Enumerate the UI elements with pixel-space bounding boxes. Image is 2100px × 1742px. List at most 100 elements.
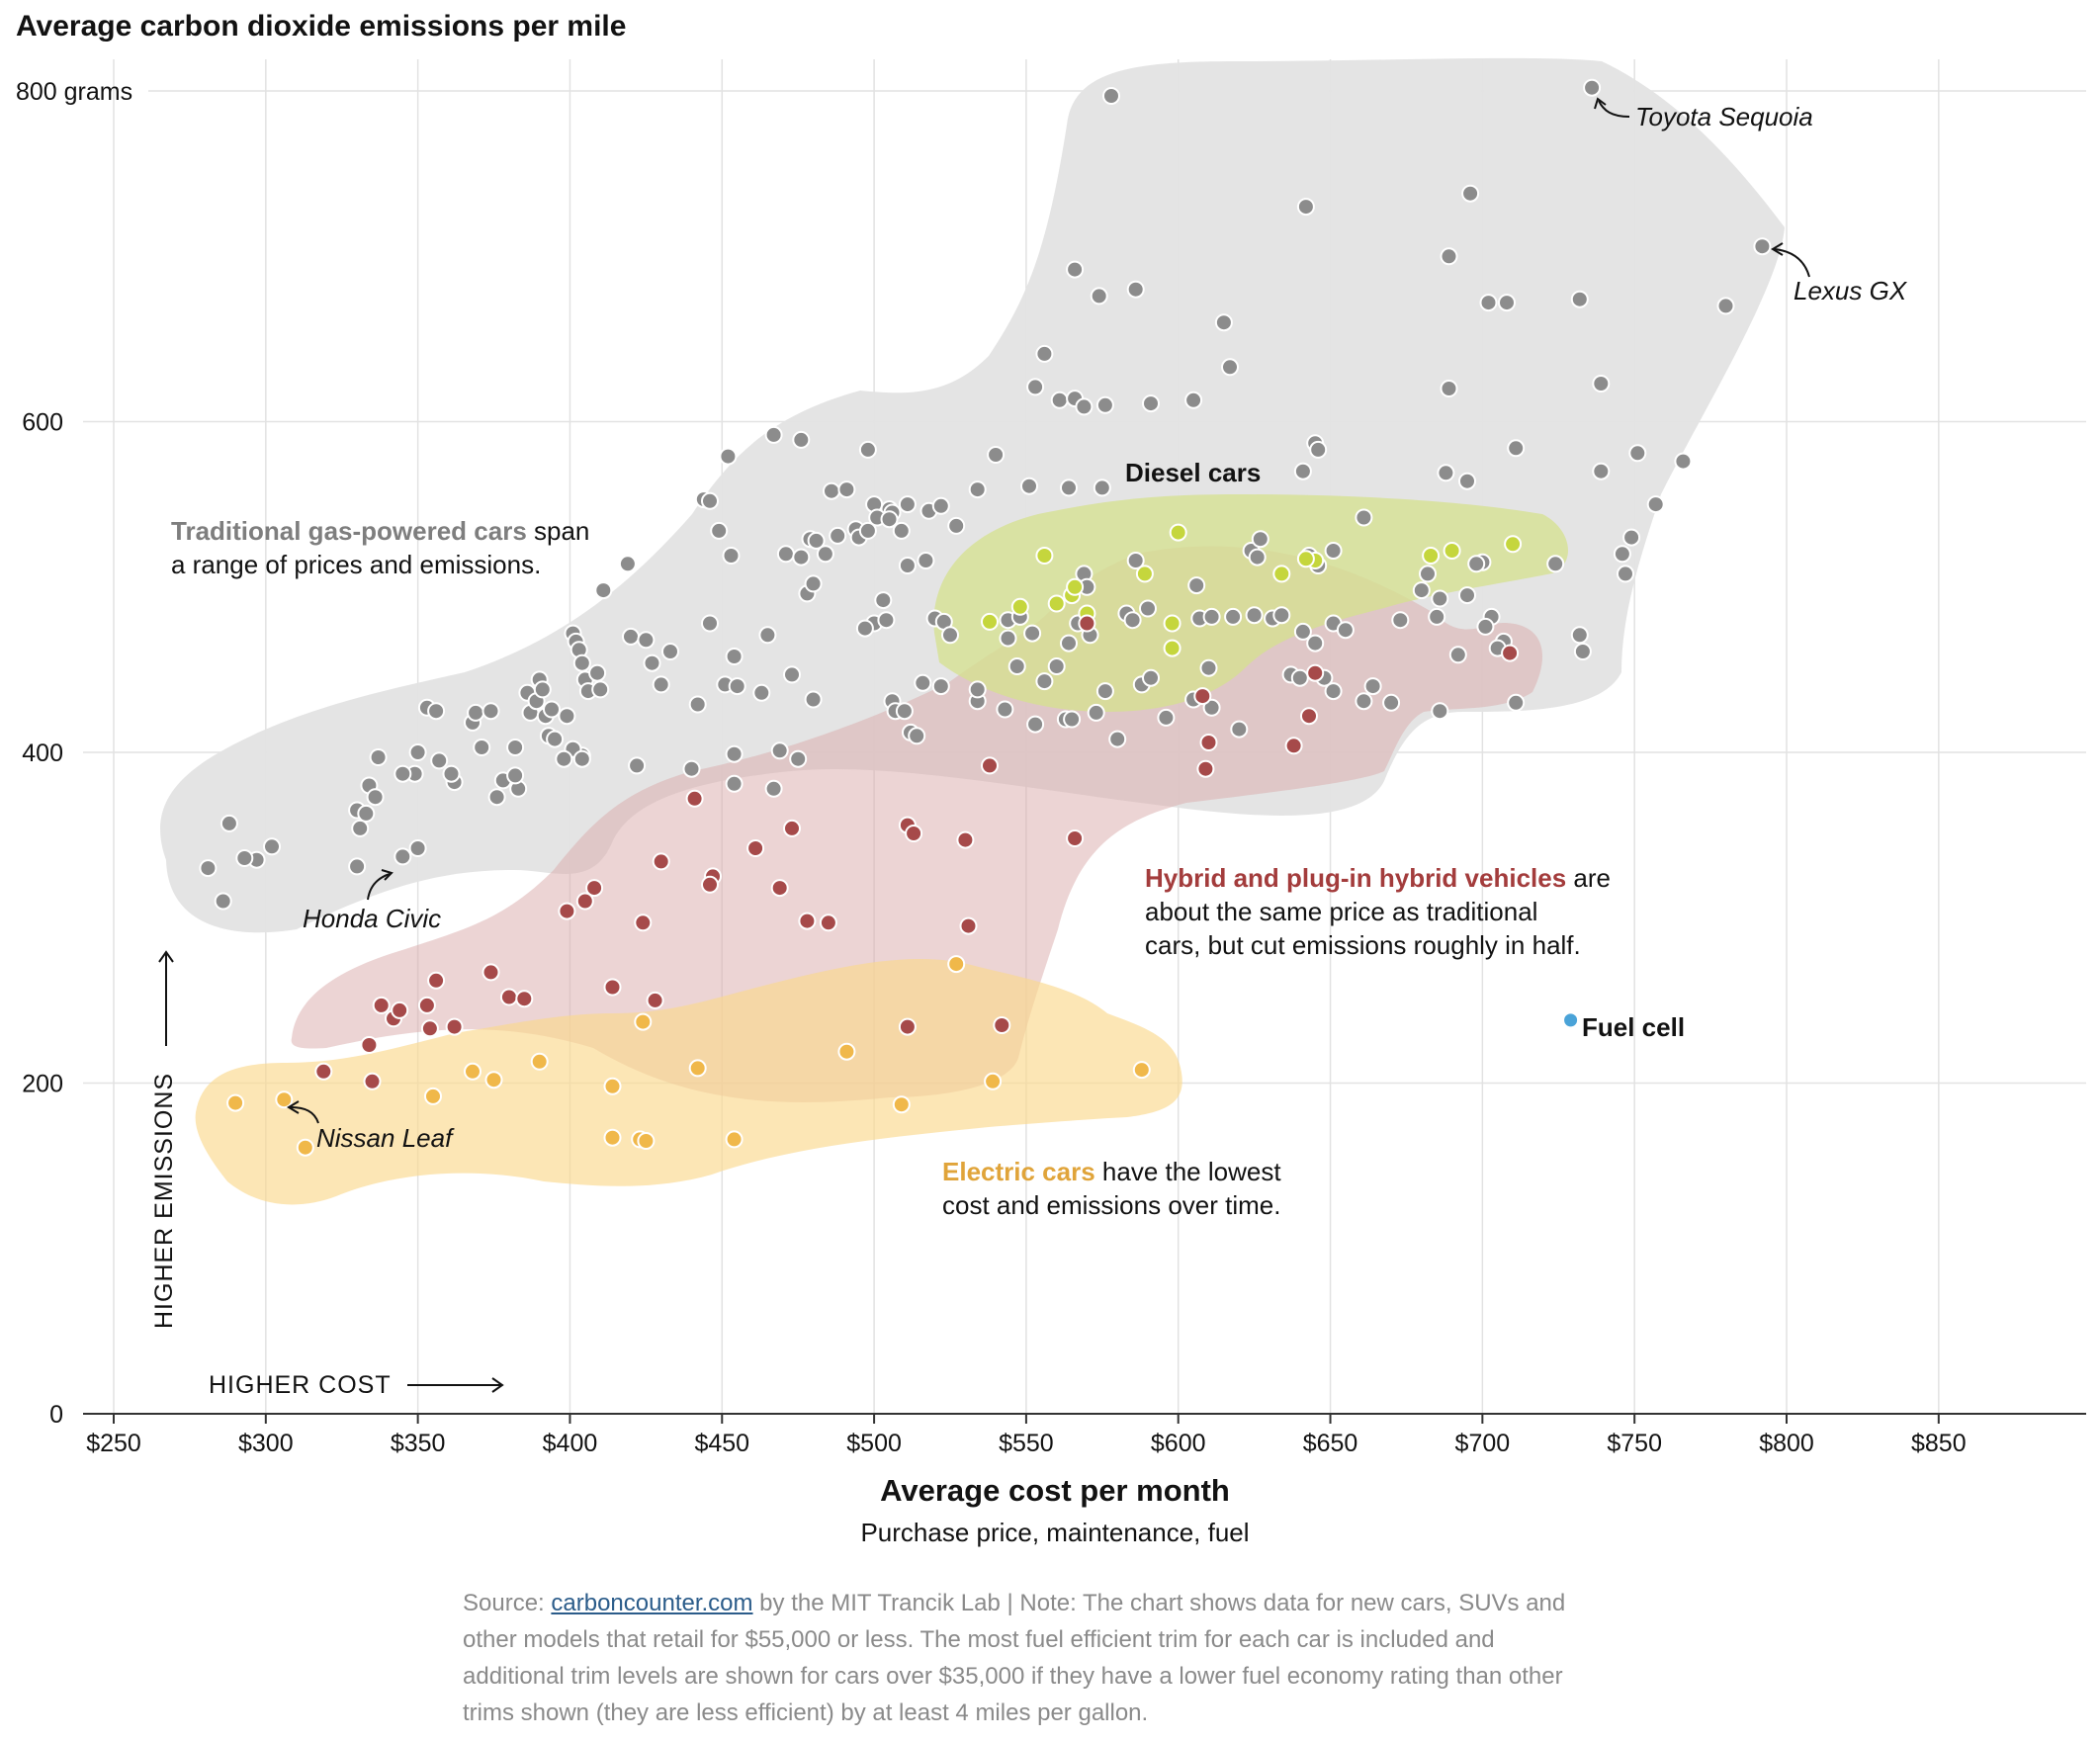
point-hybrid-and-plug-in-hybrid-vehicles-15[interactable] <box>746 839 765 857</box>
point-traditional-gas-powered-cars-16[interactable] <box>1026 378 1045 396</box>
point-diesel-cars-3[interactable] <box>1422 547 1441 565</box>
point-traditional-gas-powered-cars-217[interactable] <box>506 766 525 785</box>
point-diesel-cars-1[interactable] <box>1504 535 1523 554</box>
point-traditional-gas-powered-cars-5[interactable] <box>1440 247 1458 266</box>
point-traditional-gas-powered-cars-225[interactable] <box>369 748 388 766</box>
point-electric-cars-11[interactable] <box>275 1090 294 1109</box>
point-traditional-gas-powered-cars-232[interactable] <box>427 702 446 721</box>
point-hybrid-and-plug-in-hybrid-vehicles-20[interactable] <box>770 879 789 898</box>
point-traditional-gas-powered-cars-68[interactable] <box>722 547 741 565</box>
point-hybrid-and-plug-in-hybrid-vehicles-33[interactable] <box>445 1017 464 1036</box>
point-traditional-gas-powered-cars-127[interactable] <box>1617 565 1634 583</box>
point-traditional-gas-powered-cars-100[interactable] <box>1202 607 1221 626</box>
point-hybrid-and-plug-in-hybrid-vehicles-4[interactable] <box>1300 707 1318 726</box>
point-traditional-gas-powered-cars-70[interactable] <box>594 581 613 600</box>
point-hybrid-and-plug-in-hybrid-vehicles-8[interactable] <box>981 756 999 775</box>
point-hybrid-and-plug-in-hybrid-vehicles-2[interactable] <box>1306 663 1325 682</box>
point-traditional-gas-powered-cars-148[interactable] <box>752 683 771 702</box>
point-traditional-gas-powered-cars-240[interactable] <box>199 859 218 878</box>
point-hybrid-and-plug-in-hybrid-vehicles-36[interactable] <box>515 990 534 1008</box>
point-traditional-gas-powered-cars-133[interactable] <box>725 648 744 665</box>
point-traditional-gas-powered-cars-171[interactable] <box>1157 708 1176 727</box>
point-traditional-gas-powered-cars-229[interactable] <box>357 804 376 823</box>
point-traditional-gas-powered-cars-124[interactable] <box>1428 607 1446 626</box>
point-hybrid-and-plug-in-hybrid-vehicles-43[interactable] <box>314 1062 333 1081</box>
point-traditional-gas-powered-cars-236[interactable] <box>263 837 281 856</box>
point-electric-cars-17[interactable] <box>637 1132 656 1150</box>
point-traditional-gas-powered-cars-24[interactable] <box>1592 375 1611 392</box>
point-diesel-cars-7[interactable] <box>1135 565 1154 583</box>
point-electric-cars-1[interactable] <box>634 1012 653 1031</box>
point-traditional-gas-powered-cars-114[interactable] <box>1355 508 1373 527</box>
point-traditional-gas-powered-cars-96[interactable] <box>1126 552 1145 569</box>
point-traditional-gas-powered-cars-27[interactable] <box>719 447 738 466</box>
point-traditional-gas-powered-cars-172[interactable] <box>1199 658 1218 677</box>
point-traditional-gas-powered-cars-170[interactable] <box>1142 668 1160 687</box>
point-traditional-gas-powered-cars-26[interactable] <box>792 430 811 449</box>
point-traditional-gas-powered-cars-113[interactable] <box>1336 621 1355 640</box>
point-traditional-gas-powered-cars-14[interactable] <box>1221 358 1239 377</box>
point-traditional-gas-powered-cars-64[interactable] <box>792 548 811 566</box>
point-electric-cars-18[interactable] <box>296 1138 314 1157</box>
point-hybrid-and-plug-in-hybrid-vehicles-42[interactable] <box>363 1072 382 1090</box>
point-traditional-gas-powered-cars-105[interactable] <box>1245 606 1264 625</box>
point-traditional-gas-powered-cars-67[interactable] <box>816 545 834 564</box>
point-traditional-gas-powered-cars-45[interactable] <box>1060 479 1078 497</box>
point-traditional-gas-powered-cars-13[interactable] <box>1214 313 1233 332</box>
point-traditional-gas-powered-cars-95[interactable] <box>1123 611 1142 630</box>
point-traditional-gas-powered-cars-82[interactable] <box>999 629 1017 648</box>
point-traditional-gas-powered-cars-8[interactable] <box>1126 280 1145 299</box>
point-traditional-gas-powered-cars-135[interactable] <box>637 631 656 650</box>
point-traditional-gas-powered-cars-53[interactable] <box>858 521 877 540</box>
point-hybrid-and-plug-in-hybrid-vehicles-30[interactable] <box>391 1001 409 1019</box>
point-traditional-gas-powered-cars-1[interactable] <box>1583 78 1602 97</box>
point-traditional-gas-powered-cars-181[interactable] <box>1355 692 1373 711</box>
point-traditional-gas-powered-cars-136[interactable] <box>643 653 661 672</box>
point-hybrid-and-plug-in-hybrid-vehicles-40[interactable] <box>993 1016 1011 1034</box>
point-traditional-gas-powered-cars-115[interactable] <box>1412 581 1431 600</box>
point-traditional-gas-powered-cars-233[interactable] <box>394 847 412 866</box>
point-traditional-gas-powered-cars-125[interactable] <box>1391 611 1410 630</box>
point-traditional-gas-powered-cars-227[interactable] <box>366 788 385 807</box>
point-hybrid-and-plug-in-hybrid-vehicles-34[interactable] <box>481 963 500 982</box>
point-hybrid-and-plug-in-hybrid-vehicles-27[interactable] <box>427 971 446 990</box>
point-hybrid-and-plug-in-hybrid-vehicles-7[interactable] <box>1196 759 1215 778</box>
point-hybrid-and-plug-in-hybrid-vehicles-13[interactable] <box>956 830 975 849</box>
point-traditional-gas-powered-cars-213[interactable] <box>506 739 525 756</box>
point-traditional-gas-powered-cars-97[interactable] <box>1139 599 1157 618</box>
point-traditional-gas-powered-cars-62[interactable] <box>968 480 987 499</box>
point-traditional-gas-powered-cars-90[interactable] <box>1035 672 1054 691</box>
point-traditional-gas-powered-cars-7[interactable] <box>1090 287 1108 305</box>
point-traditional-gas-powered-cars-34[interactable] <box>1458 472 1476 490</box>
point-traditional-gas-powered-cars-10[interactable] <box>1498 294 1516 312</box>
point-traditional-gas-powered-cars-32[interactable] <box>1293 462 1312 480</box>
point-traditional-gas-powered-cars-25[interactable] <box>764 425 783 444</box>
point-traditional-gas-powered-cars-139[interactable] <box>758 626 777 645</box>
point-traditional-gas-powered-cars-167[interactable] <box>1095 682 1114 701</box>
point-traditional-gas-powered-cars-241[interactable] <box>214 892 232 911</box>
point-traditional-gas-powered-cars-75[interactable] <box>855 619 874 638</box>
point-hybrid-and-plug-in-hybrid-vehicles-32[interactable] <box>420 1019 439 1038</box>
point-traditional-gas-powered-cars-218[interactable] <box>473 739 491 756</box>
point-traditional-gas-powered-cars-20[interactable] <box>1075 397 1094 416</box>
point-traditional-gas-powered-cars-22[interactable] <box>1184 391 1203 409</box>
point-traditional-gas-powered-cars-158[interactable] <box>914 673 932 692</box>
point-traditional-gas-powered-cars-66[interactable] <box>807 531 826 550</box>
point-traditional-gas-powered-cars-143[interactable] <box>682 759 701 778</box>
point-hybrid-and-plug-in-hybrid-vehicles-19[interactable] <box>634 914 653 932</box>
point-traditional-gas-powered-cars-3[interactable] <box>1296 198 1315 217</box>
source-link[interactable]: carboncounter.com <box>551 1590 753 1616</box>
point-traditional-gas-powered-cars-21[interactable] <box>1142 394 1160 413</box>
point-electric-cars-6[interactable] <box>837 1042 856 1061</box>
point-traditional-gas-powered-cars-28[interactable] <box>858 440 877 459</box>
point-hybrid-and-plug-in-hybrid-vehicles-28[interactable] <box>372 996 391 1014</box>
point-electric-cars-8[interactable] <box>984 1072 1003 1090</box>
point-traditional-gas-powered-cars-15[interactable] <box>1035 344 1054 363</box>
point-traditional-gas-powered-cars-85[interactable] <box>1023 624 1042 643</box>
point-traditional-gas-powered-cars-239[interactable] <box>219 814 238 832</box>
point-traditional-gas-powered-cars-104[interactable] <box>1251 530 1269 549</box>
point-traditional-gas-powered-cars-224[interactable] <box>394 764 412 783</box>
point-traditional-gas-powered-cars-118[interactable] <box>1458 586 1476 605</box>
point-traditional-gas-powered-cars-150[interactable] <box>789 749 808 768</box>
point-traditional-gas-powered-cars-192[interactable] <box>533 680 552 699</box>
